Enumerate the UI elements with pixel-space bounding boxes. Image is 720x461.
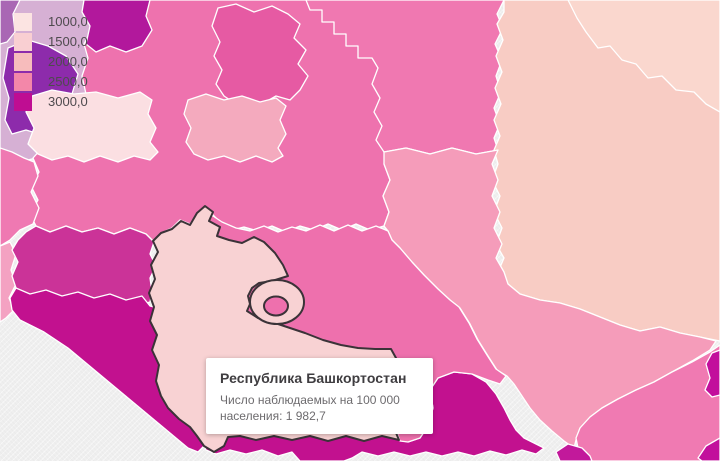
region-right-edge-dark-magenta[interactable] bbox=[704, 349, 720, 398]
legend-item: 1000,0 bbox=[14, 13, 88, 31]
legend-label: 3000,0 bbox=[48, 94, 88, 109]
region-south-magenta-sliver[interactable] bbox=[555, 443, 593, 461]
region-southeast-corner-dark-magenta[interactable] bbox=[697, 437, 720, 461]
legend-swatch-color bbox=[14, 13, 32, 31]
legend-swatch-4 bbox=[14, 73, 32, 91]
legend-swatch-color bbox=[14, 33, 32, 51]
tooltip-region-name: Республика Башкортостан bbox=[220, 370, 407, 386]
region-topleft-corner-purple[interactable] bbox=[0, 0, 21, 45]
legend-swatch-color bbox=[14, 93, 32, 111]
legend-swatch-5 bbox=[14, 93, 32, 111]
region-northeast-corner-salmon-light[interactable] bbox=[567, 0, 720, 113]
legend-swatch-2 bbox=[14, 33, 32, 51]
region-west-edge-pink[interactable] bbox=[0, 147, 40, 247]
region-north-center-dark-pink[interactable] bbox=[211, 3, 309, 105]
legend-swatch-color bbox=[14, 53, 32, 71]
legend-label: 2500,0 bbox=[48, 74, 88, 89]
map-tooltip: Республика Башкортостан Число наблюдаемы… bbox=[206, 358, 433, 435]
region-north-pink[interactable] bbox=[305, 0, 505, 155]
legend-label: 2000,0 bbox=[48, 54, 88, 69]
legend-swatch-3 bbox=[14, 53, 32, 71]
legend-item: 3000,0 bbox=[14, 93, 88, 111]
bashkortostan-curl-inner-enclave[interactable] bbox=[263, 295, 289, 317]
legend: 1000,0 1500,0 2000,0 2500,0 3000,0 bbox=[14, 13, 88, 113]
region-west-magenta[interactable] bbox=[11, 225, 157, 307]
legend-label: 1000,0 bbox=[48, 14, 88, 29]
region-north-dark-magenta[interactable] bbox=[81, 0, 153, 53]
tooltip-metric: Число наблюдаемых на 100 000 населения: … bbox=[220, 393, 400, 423]
legend-swatch-color bbox=[14, 73, 32, 91]
legend-item: 1500,0 bbox=[14, 33, 88, 51]
region-north-center-light-pink[interactable] bbox=[183, 93, 287, 163]
legend-item: 2500,0 bbox=[14, 73, 88, 91]
legend-item: 2000,0 bbox=[14, 53, 88, 71]
legend-label: 1500,0 bbox=[48, 34, 88, 49]
region-west-cream[interactable] bbox=[25, 89, 159, 163]
legend-swatch-1 bbox=[14, 13, 32, 31]
